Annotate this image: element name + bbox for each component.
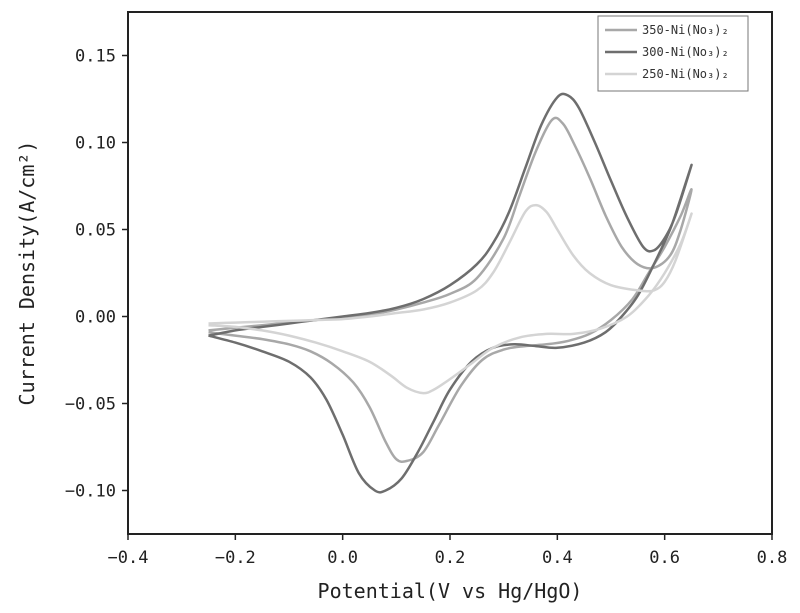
x-tick-label: 0.4	[542, 548, 573, 568]
y-tick-label: −0.10	[65, 482, 116, 502]
y-tick-label: 0.00	[75, 308, 116, 328]
legend-label: 350-Ni(No₃)₂	[642, 23, 729, 37]
y-tick-label: −0.05	[65, 395, 116, 415]
legend: 350-Ni(No₃)₂ 300-Ni(No₃)₂ 250-Ni(No₃)₂	[597, 15, 749, 92]
legend-box	[597, 15, 749, 92]
series-layer	[208, 92, 693, 494]
legend-label: 300-Ni(No₃)₂	[642, 45, 729, 59]
x-axis-ticks: −0.4 −0.2 0.0 0.2 0.4 0.6 0.8	[108, 534, 788, 568]
x-axis-label: Potential(V vs Hg/HgO)	[318, 579, 583, 603]
x-tick-label: 0.8	[757, 548, 788, 568]
y-tick-label: 0.05	[75, 221, 116, 241]
legend-label: 250-Ni(No₃)₂	[642, 67, 729, 81]
x-tick-label: 0.6	[649, 548, 680, 568]
x-tick-label: −0.2	[215, 548, 256, 568]
y-tick-label: 0.15	[75, 47, 116, 67]
x-tick-label: 0.2	[435, 548, 466, 568]
y-tick-label: 0.10	[75, 134, 116, 154]
series-line-3	[208, 203, 693, 395]
x-tick-label: −0.4	[108, 548, 149, 568]
y-axis-label: Current Density(A/cm²)	[15, 141, 39, 406]
series-line-1	[208, 116, 693, 463]
y-axis-ticks: −0.10 −0.05 0.00 0.05 0.10 0.15	[65, 47, 128, 502]
series-line-2	[208, 92, 693, 494]
x-tick-label: 0.0	[327, 548, 358, 568]
